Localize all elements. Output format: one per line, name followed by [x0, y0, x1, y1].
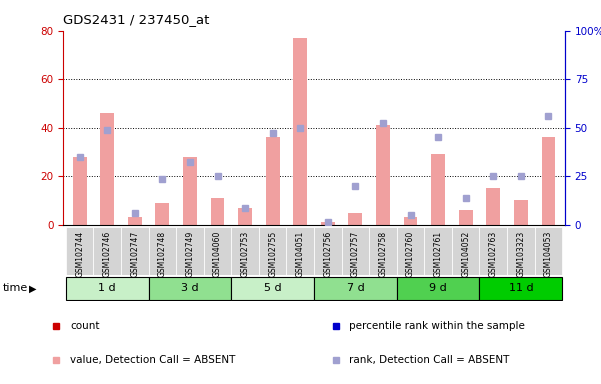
- Text: GSM104051: GSM104051: [296, 230, 305, 276]
- Text: GSM102748: GSM102748: [158, 230, 167, 276]
- Bar: [287, 227, 314, 275]
- Bar: [176, 227, 204, 275]
- Bar: [376, 125, 390, 225]
- Text: 3 d: 3 d: [181, 283, 199, 293]
- Bar: [231, 227, 259, 275]
- Bar: [507, 227, 535, 275]
- Bar: [128, 217, 142, 225]
- Bar: [480, 276, 562, 300]
- Text: percentile rank within the sample: percentile rank within the sample: [350, 321, 525, 331]
- Bar: [341, 227, 369, 275]
- Text: GSM102761: GSM102761: [433, 230, 442, 276]
- Text: 1 d: 1 d: [99, 283, 116, 293]
- Bar: [486, 188, 500, 225]
- Bar: [156, 203, 169, 225]
- Bar: [66, 276, 148, 300]
- Text: GSM102747: GSM102747: [130, 230, 139, 276]
- Bar: [459, 210, 472, 225]
- Bar: [321, 222, 335, 225]
- Bar: [66, 227, 93, 275]
- Bar: [293, 38, 307, 225]
- Text: GSM102757: GSM102757: [351, 230, 360, 276]
- Text: 11 d: 11 d: [508, 283, 533, 293]
- Bar: [266, 137, 279, 225]
- Bar: [148, 227, 176, 275]
- Bar: [397, 276, 480, 300]
- Text: rank, Detection Call = ABSENT: rank, Detection Call = ABSENT: [350, 355, 510, 365]
- Bar: [535, 227, 562, 275]
- Text: value, Detection Call = ABSENT: value, Detection Call = ABSENT: [70, 355, 236, 365]
- Bar: [204, 227, 231, 275]
- Bar: [314, 227, 341, 275]
- Bar: [314, 276, 397, 300]
- Bar: [73, 157, 87, 225]
- Bar: [93, 227, 121, 275]
- Text: GSM103323: GSM103323: [516, 230, 525, 276]
- Text: GSM102760: GSM102760: [406, 230, 415, 276]
- Text: GSM104053: GSM104053: [544, 230, 553, 277]
- Bar: [397, 227, 424, 275]
- Bar: [100, 113, 114, 225]
- Bar: [210, 198, 224, 225]
- Bar: [431, 154, 445, 225]
- Text: GSM104052: GSM104052: [461, 230, 470, 276]
- Bar: [238, 208, 252, 225]
- Bar: [424, 227, 452, 275]
- Bar: [452, 227, 480, 275]
- Text: GSM102755: GSM102755: [268, 230, 277, 276]
- Bar: [183, 157, 197, 225]
- Bar: [231, 276, 314, 300]
- Text: GSM102753: GSM102753: [240, 230, 249, 276]
- Bar: [480, 227, 507, 275]
- Text: count: count: [70, 321, 100, 331]
- Text: GSM102749: GSM102749: [186, 230, 195, 276]
- Bar: [369, 227, 397, 275]
- Text: 9 d: 9 d: [429, 283, 447, 293]
- Text: GSM102758: GSM102758: [379, 230, 388, 276]
- Text: GSM102763: GSM102763: [489, 230, 498, 276]
- Bar: [148, 276, 231, 300]
- Bar: [349, 212, 362, 225]
- Text: 5 d: 5 d: [264, 283, 281, 293]
- Text: GSM104060: GSM104060: [213, 230, 222, 277]
- Bar: [121, 227, 148, 275]
- Text: GSM102744: GSM102744: [75, 230, 84, 276]
- Bar: [514, 200, 528, 225]
- Text: ▶: ▶: [29, 283, 36, 293]
- Text: time: time: [3, 283, 28, 293]
- Text: 7 d: 7 d: [347, 283, 364, 293]
- Text: GDS2431 / 237450_at: GDS2431 / 237450_at: [63, 13, 210, 26]
- Text: GSM102746: GSM102746: [103, 230, 112, 276]
- Text: GSM102756: GSM102756: [323, 230, 332, 276]
- Bar: [259, 227, 287, 275]
- Bar: [542, 137, 555, 225]
- Bar: [404, 217, 418, 225]
